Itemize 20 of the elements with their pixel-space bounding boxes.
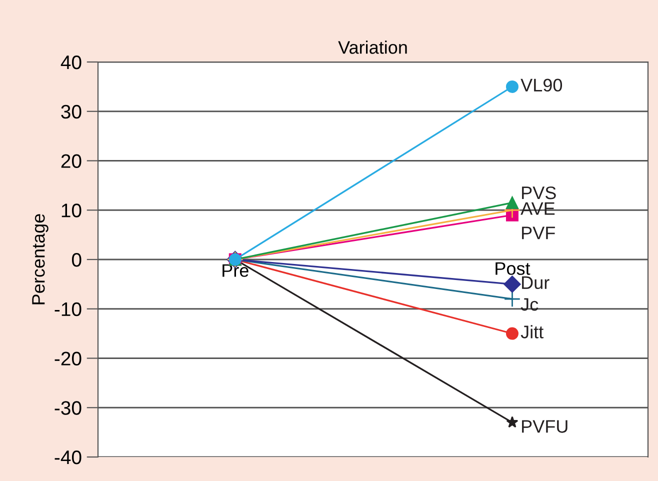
y-tick-label: 0 bbox=[72, 252, 82, 267]
y-tick-label: 20 bbox=[61, 154, 82, 168]
y-tick-label: -20 bbox=[54, 352, 82, 366]
x-tick-label: Post bbox=[496, 262, 530, 275]
series-label: PVF bbox=[522, 226, 555, 240]
chart-title: Variation bbox=[338, 40, 407, 54]
series-label: Dur bbox=[522, 276, 550, 290]
y-tick-label: -40 bbox=[54, 450, 82, 464]
y-axis-title: Percentage bbox=[32, 214, 48, 304]
series-label: Jitt bbox=[520, 325, 544, 338]
y-tick-label: -30 bbox=[54, 401, 82, 415]
y-tick-label: 10 bbox=[62, 204, 82, 218]
x-tick-label: Pre bbox=[222, 264, 248, 277]
series-label: Jc bbox=[520, 298, 538, 311]
series-label: PVFU bbox=[522, 420, 568, 433]
y-tick-label: 30 bbox=[61, 104, 82, 119]
series-label: VL90 bbox=[520, 78, 562, 92]
series-label: PVS bbox=[522, 186, 556, 200]
y-tick-label: -10 bbox=[54, 302, 82, 316]
y-tick-label: 40 bbox=[60, 55, 82, 70]
